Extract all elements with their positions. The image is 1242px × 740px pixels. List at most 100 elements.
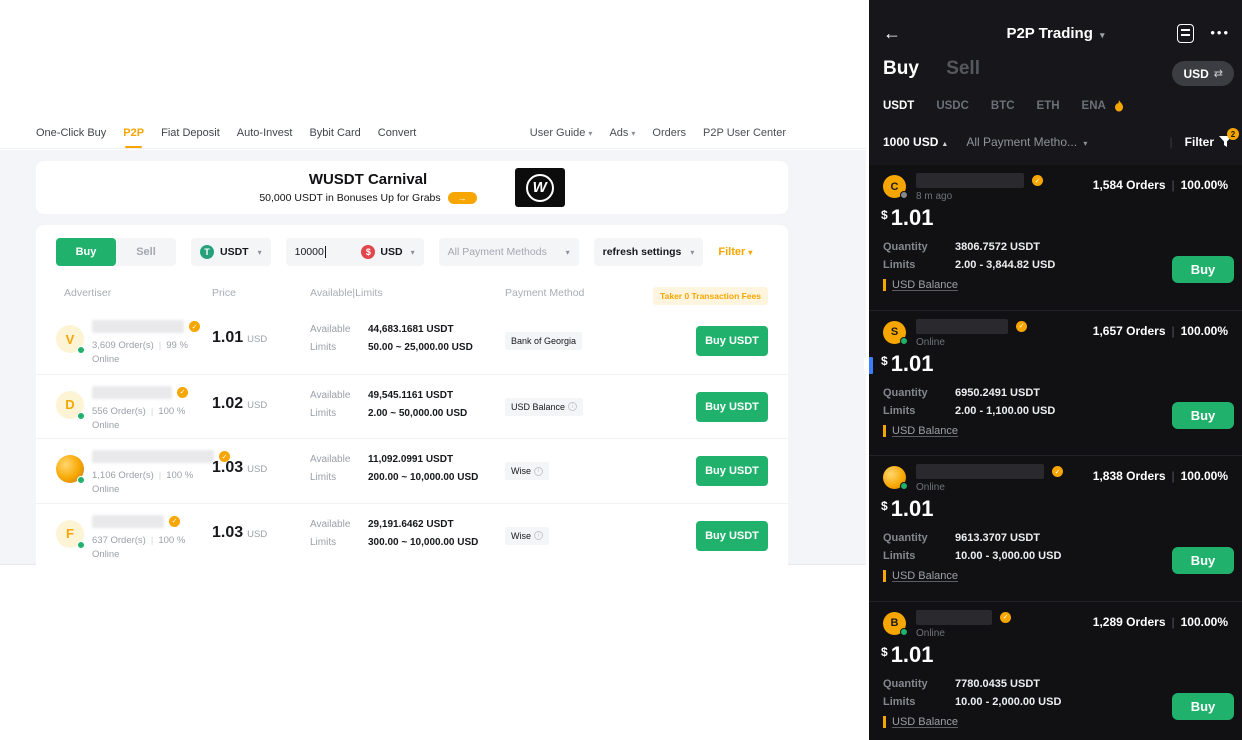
advertiser-name[interactable]: ✓ xyxy=(916,173,1043,188)
mobile-filter-button[interactable]: Filter 2 xyxy=(1185,128,1239,149)
price: $1.01 xyxy=(881,641,934,667)
nav-user-guide[interactable]: User Guide ▾ xyxy=(530,118,593,148)
wusdt-logo-letter: W xyxy=(525,173,554,202)
payment-method-link[interactable]: USD Balance xyxy=(892,570,959,582)
nav-fiat-deposit[interactable]: Fiat Deposit xyxy=(161,127,220,139)
back-arrow-icon[interactable]: ← xyxy=(883,23,901,43)
order-stats: 1,289 Orders | 100.00% xyxy=(1092,614,1228,629)
verified-badge-icon: ✓ xyxy=(1032,175,1043,186)
currency-switcher[interactable]: USD ⇄ xyxy=(1172,61,1234,86)
nav-p2p-user-center[interactable]: P2P User Center xyxy=(703,127,786,139)
price: $1.01 xyxy=(881,350,934,376)
wusdt-logo: W xyxy=(514,168,565,207)
tab-usdc[interactable]: USDC xyxy=(936,100,969,112)
nav-orders[interactable]: Orders xyxy=(652,127,687,139)
online-dot xyxy=(77,476,85,484)
payment-row[interactable]: USD Balance xyxy=(883,279,958,291)
coin-select-value: USDT xyxy=(220,246,249,258)
payment-method-link[interactable]: USD Balance xyxy=(892,715,959,728)
payment-method-select[interactable]: All Payment Methods ▾ xyxy=(438,238,579,266)
orders-list-icon[interactable] xyxy=(1177,24,1194,43)
divider: | xyxy=(1169,135,1173,149)
payment-tag: Bank of Georgia xyxy=(505,332,583,350)
limits-row: Limits 10.00 - 2,000.00 USD xyxy=(883,695,1062,708)
more-options-icon[interactable]: ••• xyxy=(1210,25,1230,40)
amount-input[interactable]: 10000 $ USD ▾ xyxy=(285,238,424,266)
filter-toggle[interactable]: Filter ▾ xyxy=(718,246,752,258)
tab-eth[interactable]: ETH xyxy=(1036,100,1060,112)
buy-button[interactable]: Buy xyxy=(1172,401,1234,429)
avatar[interactable]: C xyxy=(883,175,908,199)
refresh-settings-value: refresh settings xyxy=(602,246,682,258)
verified-badge-icon: ✓ xyxy=(1000,611,1011,623)
currency-value: USD xyxy=(1183,66,1209,81)
payment-accent-bar xyxy=(883,570,886,582)
sort-up-icon: ▲ xyxy=(941,141,949,148)
col-payment-method: Payment Method xyxy=(505,287,585,299)
flame-icon xyxy=(1114,100,1123,112)
advertiser-name: ✓ xyxy=(92,514,180,528)
price: $1.01 xyxy=(881,496,934,521)
verified-badge-icon: ✓ xyxy=(219,451,230,462)
nav-ads[interactable]: Ads ▾ xyxy=(609,118,635,148)
buy-tab[interactable]: Buy xyxy=(56,238,116,266)
amount-sort[interactable]: 1000 USD ▲ xyxy=(883,135,949,149)
usd-icon: $ xyxy=(361,245,376,259)
avatar[interactable] xyxy=(883,466,908,490)
limits-row: Limits 2.00 - 1,100.00 USD xyxy=(883,404,1056,417)
payment-row[interactable]: USD Balance xyxy=(883,715,959,728)
mobile-payment-select[interactable]: All Payment Metho... ▾ xyxy=(966,135,1088,149)
refresh-settings-select[interactable]: refresh settings ▾ xyxy=(593,238,704,266)
available-limits-cell: Available 11,092.0991 USDT Limits 200.00 ~… xyxy=(310,454,479,483)
payment-tag: USD Balance i xyxy=(505,397,584,416)
mobile-buy-tab[interactable]: Buy xyxy=(883,58,919,79)
advertiser-name[interactable]: ✓ xyxy=(916,318,1027,334)
buy-usdt-button[interactable]: Buy USDT xyxy=(696,326,768,356)
mobile-sell-tab[interactable]: Sell xyxy=(946,58,980,79)
desktop-content: WUSDT Carnival 50,000 USDT in Bonuses Up… xyxy=(0,150,866,565)
nav-p2p[interactable]: P2P xyxy=(123,118,144,148)
buy-button[interactable]: Buy xyxy=(1172,256,1234,283)
taker-fee-badge: Taker 0 Transaction Fees xyxy=(653,287,768,305)
nav-auto-invest[interactable]: Auto-Invest xyxy=(236,127,293,139)
tab-ena[interactable]: ENA xyxy=(1081,100,1106,112)
buy-sell-toggle: Buy Sell xyxy=(56,238,176,266)
sell-tab[interactable]: Sell xyxy=(136,246,156,258)
coin-tabs: USDT USDC BTC ETH ENA xyxy=(883,100,1124,112)
avatar[interactable]: S xyxy=(883,320,908,345)
advertiser-stats: 3,609 Order(s) | 99 % Online xyxy=(92,340,188,365)
buy-usdt-button[interactable]: Buy USDT xyxy=(696,391,768,422)
buy-usdt-button[interactable]: Buy USDT xyxy=(696,520,768,551)
avatar[interactable]: B xyxy=(883,611,908,636)
table-row: V ✓ 3,609 Order(s) | 99 % Online 1.01 USD Av… xyxy=(36,309,788,374)
advertiser-name: ✓ xyxy=(92,385,188,399)
banner-title: WUSDT Carnival xyxy=(308,171,428,188)
buy-button[interactable]: Buy xyxy=(1172,547,1234,574)
nav-convert[interactable]: Convert xyxy=(377,127,417,139)
col-available-limits: Available|Limits xyxy=(310,287,383,299)
nav-one-click-buy[interactable]: One-Click Buy xyxy=(36,127,107,139)
buy-usdt-button[interactable]: Buy USDT xyxy=(696,456,768,486)
coin-select[interactable]: T USDT ▾ xyxy=(191,238,271,266)
tab-btc[interactable]: BTC xyxy=(990,100,1015,112)
nav-bybit-card[interactable]: Bybit Card xyxy=(309,127,361,139)
payment-row[interactable]: USD Balance xyxy=(883,424,959,437)
advertiser-name[interactable]: ✓ xyxy=(916,609,1011,625)
nav-ads-label: Ads xyxy=(609,127,629,139)
price-cell: 1.03 USD xyxy=(212,523,268,541)
page-title[interactable]: P2P Trading ▾ xyxy=(1006,25,1105,42)
price: $1.01 xyxy=(881,205,934,230)
buy-button[interactable]: Buy xyxy=(1172,692,1234,720)
payment-method-link[interactable]: USD Balance xyxy=(892,424,959,437)
fiat-select[interactable]: $ USD ▾ xyxy=(361,245,415,259)
list-item: ✓ Online 1,838 Orders | 100.00% $1.01 Quan… xyxy=(869,456,1242,602)
carnival-banner[interactable]: WUSDT Carnival 50,000 USDT in Bonuses Up… xyxy=(36,161,788,214)
payment-method-link[interactable]: USD Balance xyxy=(892,279,959,291)
banner-arrow-button[interactable]: → xyxy=(447,192,477,204)
payment-row[interactable]: USD Balance xyxy=(883,570,958,582)
tab-usdt[interactable]: USDT xyxy=(883,100,915,112)
col-price: Price xyxy=(212,287,236,299)
text-cursor xyxy=(324,246,326,258)
advertiser-name[interactable]: ✓ xyxy=(916,464,1063,479)
online-dot xyxy=(77,411,85,420)
